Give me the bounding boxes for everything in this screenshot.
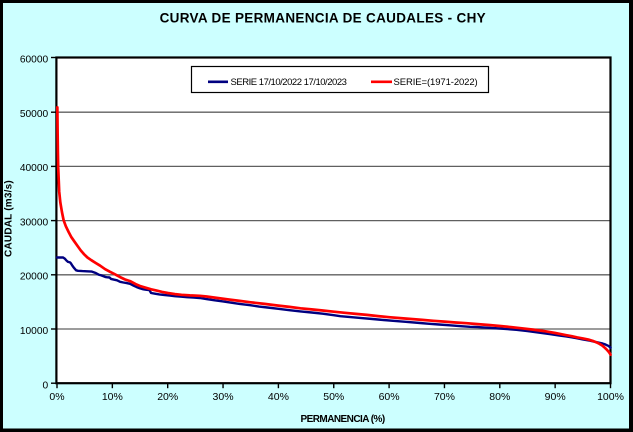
svg-text:0: 0: [43, 380, 49, 391]
svg-text:80%: 80%: [489, 391, 510, 403]
svg-text:SERIE=(1971-2022): SERIE=(1971-2022): [394, 77, 478, 88]
svg-text:60%: 60%: [379, 391, 400, 403]
svg-text:60000: 60000: [20, 55, 49, 66]
svg-text:70%: 70%: [434, 391, 455, 403]
svg-text:50%: 50%: [323, 391, 344, 403]
svg-text:40%: 40%: [268, 391, 289, 403]
svg-text:SERIE 17/10/2022 17/10/2023: SERIE 17/10/2022 17/10/2023: [231, 77, 347, 88]
svg-text:CURVA DE PERMANENCIA DE CAUDAL: CURVA DE PERMANENCIA DE CAUDALES - CHY: [160, 11, 486, 26]
svg-text:0%: 0%: [49, 391, 64, 403]
svg-text:90%: 90%: [545, 391, 566, 403]
svg-text:30%: 30%: [213, 391, 234, 403]
svg-text:CAUDAL (m3/s): CAUDAL (m3/s): [4, 180, 15, 257]
svg-text:100%: 100%: [597, 391, 624, 403]
svg-text:10000: 10000: [20, 326, 49, 337]
svg-text:20000: 20000: [20, 272, 49, 283]
svg-text:PERMANENCIA (%): PERMANENCIA (%): [301, 414, 385, 425]
svg-text:10%: 10%: [102, 391, 123, 403]
svg-text:50000: 50000: [20, 109, 49, 120]
svg-text:30000: 30000: [20, 217, 49, 228]
svg-text:20%: 20%: [157, 391, 178, 403]
svg-text:40000: 40000: [20, 163, 49, 174]
